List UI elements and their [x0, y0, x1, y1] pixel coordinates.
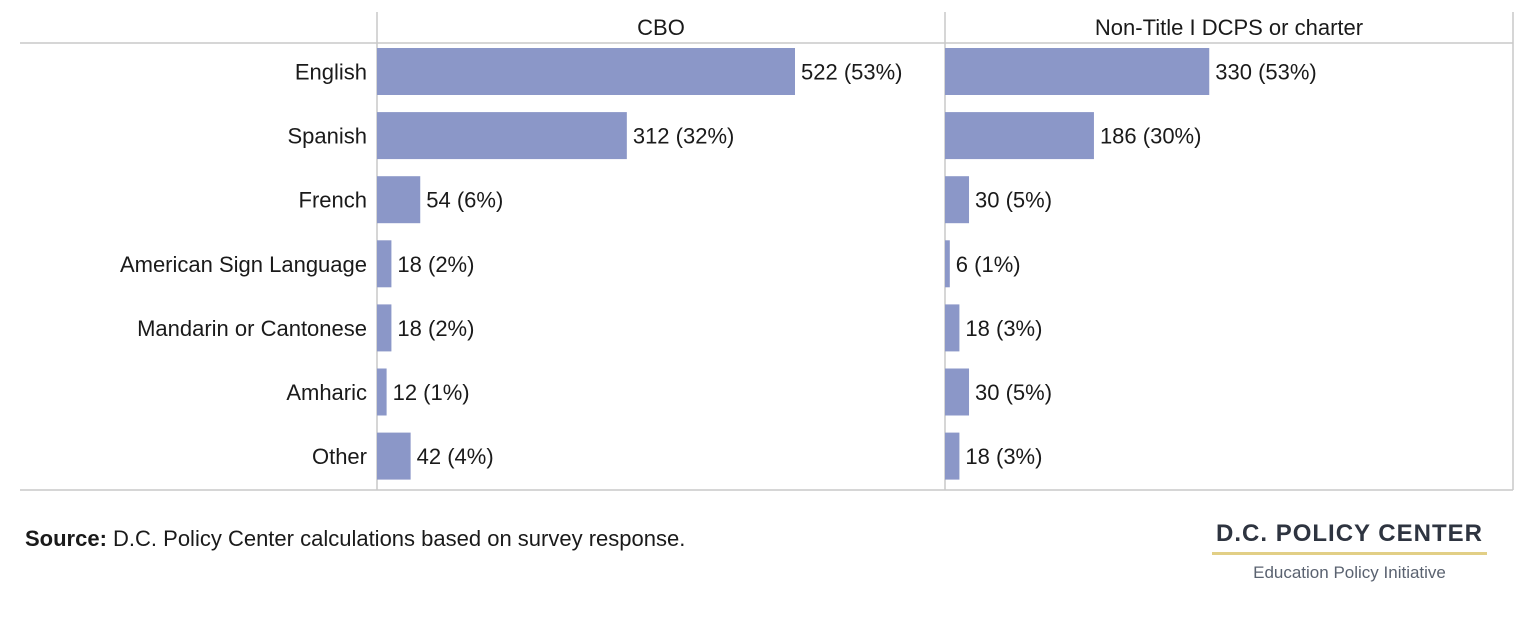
data-label: 18 (3%) [965, 316, 1042, 341]
bar [377, 48, 795, 95]
category-labels: English Spanish French American Sign Langua… [120, 60, 367, 470]
bar [945, 112, 1094, 160]
bar [377, 240, 392, 288]
bar [377, 176, 421, 224]
bar [945, 176, 970, 224]
data-label: 54 (6%) [426, 188, 503, 213]
data-label: 312 (32%) [633, 124, 735, 149]
bars: 522 (53%) 312 (32%) 54 (6%) 18 (2%) 18 (2%) 1… [377, 48, 1317, 480]
bar [945, 48, 1210, 95]
bar [945, 304, 960, 352]
brand-subtitle: Education Policy Initiative [1253, 563, 1446, 582]
data-label: 6 (1%) [956, 252, 1021, 277]
brand-logo: D.C. POLICY CENTER Education Policy Init… [1212, 520, 1487, 583]
data-label: 30 (5%) [975, 380, 1052, 405]
panel-title: CBO [637, 15, 685, 40]
category-label: Amharic [286, 380, 367, 405]
bar [377, 112, 627, 160]
data-label: 42 (4%) [417, 444, 494, 469]
bar [945, 240, 950, 288]
category-label: American Sign Language [120, 252, 367, 277]
data-label: 18 (2%) [397, 252, 474, 277]
data-label: 30 (5%) [975, 188, 1052, 213]
category-label: French [299, 188, 367, 213]
category-label: Spanish [287, 124, 367, 149]
source-label: Source: [25, 526, 107, 551]
panel-titles: CBO Non-Title I DCPS or charter [637, 15, 1363, 40]
data-label: 330 (53%) [1215, 60, 1317, 85]
data-label: 18 (3%) [965, 444, 1042, 469]
bar-chart: CBO Non-Title I DCPS or charter English Sp… [20, 12, 1514, 491]
category-label: English [295, 60, 367, 85]
bar [377, 368, 387, 416]
data-label: 12 (1%) [393, 380, 470, 405]
source-text: D.C. Policy Center calculations based on… [106, 526, 686, 551]
panel-title: Non-Title I DCPS or charter [1095, 15, 1363, 40]
data-label: 18 (2%) [397, 316, 474, 341]
source-note: Source: D.C. Policy Center calculations … [25, 526, 685, 552]
data-label: 522 (53%) [801, 60, 903, 85]
bar [377, 432, 411, 480]
brand-name: D.C. POLICY CENTER [1212, 520, 1487, 555]
data-label: 186 (30%) [1100, 124, 1202, 149]
category-label: Other [312, 444, 367, 469]
bar [945, 432, 960, 480]
bar [945, 368, 970, 416]
category-label: Mandarin or Cantonese [137, 316, 367, 341]
bar [377, 304, 392, 352]
